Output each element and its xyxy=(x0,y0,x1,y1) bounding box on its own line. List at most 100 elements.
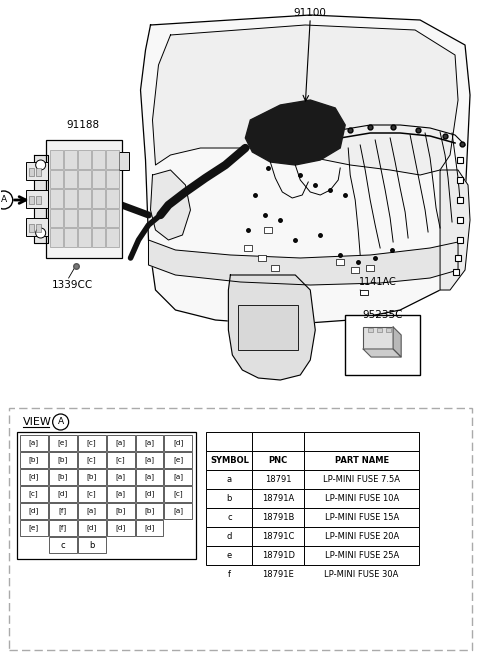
Bar xyxy=(92,228,105,247)
Text: VIEW: VIEW xyxy=(23,417,51,427)
Bar xyxy=(165,503,192,519)
Circle shape xyxy=(53,414,69,430)
Text: [a]: [a] xyxy=(144,440,155,446)
Bar xyxy=(377,328,382,332)
Bar xyxy=(48,435,77,451)
Polygon shape xyxy=(34,155,48,243)
Text: [a]: [a] xyxy=(86,508,96,514)
Bar xyxy=(92,209,105,228)
Bar xyxy=(49,189,63,208)
Bar xyxy=(135,452,164,468)
Circle shape xyxy=(0,191,12,209)
Bar xyxy=(46,140,121,258)
Bar xyxy=(78,228,91,247)
Text: 18791C: 18791C xyxy=(262,532,295,541)
Bar xyxy=(304,489,419,508)
Text: LP-MINI FUSE 25A: LP-MINI FUSE 25A xyxy=(324,551,399,560)
Text: [d]: [d] xyxy=(58,491,68,497)
Bar xyxy=(29,224,34,232)
Text: LP-MINI FUSE 15A: LP-MINI FUSE 15A xyxy=(324,513,399,522)
Text: [c]: [c] xyxy=(87,491,96,497)
Bar xyxy=(135,435,164,451)
Bar xyxy=(107,486,134,502)
Bar xyxy=(165,486,192,502)
Text: PART NAME: PART NAME xyxy=(335,456,389,465)
Bar xyxy=(48,537,77,553)
Polygon shape xyxy=(148,240,458,285)
Bar xyxy=(360,290,368,295)
Bar xyxy=(206,508,252,527)
Bar xyxy=(304,508,419,527)
Bar xyxy=(244,245,252,251)
Polygon shape xyxy=(141,15,470,325)
Bar xyxy=(9,408,472,650)
Bar xyxy=(206,432,252,451)
Bar xyxy=(78,537,106,553)
Text: [a]: [a] xyxy=(144,457,155,463)
Bar xyxy=(107,435,134,451)
Text: [d]: [d] xyxy=(29,508,39,514)
Bar xyxy=(106,150,119,169)
Bar xyxy=(304,432,419,451)
Bar xyxy=(48,503,77,519)
Polygon shape xyxy=(245,100,345,165)
Polygon shape xyxy=(153,25,458,175)
Bar xyxy=(252,527,304,546)
Bar xyxy=(304,451,419,470)
Text: PNC: PNC xyxy=(269,456,288,465)
Bar xyxy=(78,520,106,536)
Bar xyxy=(363,327,393,349)
Bar xyxy=(165,452,192,468)
Text: f: f xyxy=(228,570,231,579)
Bar xyxy=(304,546,419,565)
Text: e: e xyxy=(227,551,232,560)
Text: LP-MINI FUSE 10A: LP-MINI FUSE 10A xyxy=(324,494,399,503)
Bar xyxy=(107,520,134,536)
Text: [f]: [f] xyxy=(59,508,67,514)
Text: [b]: [b] xyxy=(29,457,39,463)
Bar xyxy=(29,168,34,176)
Text: 18791: 18791 xyxy=(265,475,291,484)
Polygon shape xyxy=(228,275,315,380)
Text: [a]: [a] xyxy=(173,474,183,480)
Text: b: b xyxy=(227,494,232,503)
Text: [b]: [b] xyxy=(115,508,126,514)
Bar xyxy=(78,209,91,228)
Text: [d]: [d] xyxy=(115,525,126,531)
Text: LP-MINI FUSE 30A: LP-MINI FUSE 30A xyxy=(324,570,399,579)
Text: LP-MINI FUSE 20A: LP-MINI FUSE 20A xyxy=(324,532,399,541)
Text: [f]: [f] xyxy=(59,525,67,531)
Bar xyxy=(106,228,119,247)
Bar xyxy=(78,469,106,485)
Text: [b]: [b] xyxy=(86,474,97,480)
Bar xyxy=(336,259,344,265)
Bar xyxy=(48,486,77,502)
Text: 95235C: 95235C xyxy=(362,310,402,320)
Text: [b]: [b] xyxy=(144,508,155,514)
Text: 91100: 91100 xyxy=(294,8,327,18)
Text: [c]: [c] xyxy=(87,457,96,463)
Bar xyxy=(20,486,48,502)
Bar xyxy=(36,168,41,176)
Bar xyxy=(20,469,48,485)
Bar xyxy=(48,452,77,468)
Bar xyxy=(206,489,252,508)
Bar xyxy=(107,469,134,485)
Text: [b]: [b] xyxy=(58,474,68,480)
Text: 18791D: 18791D xyxy=(262,551,295,560)
Bar xyxy=(20,503,48,519)
Bar xyxy=(107,503,134,519)
Text: [e]: [e] xyxy=(173,457,183,463)
Bar xyxy=(165,469,192,485)
Text: [d]: [d] xyxy=(173,440,183,446)
Text: [a]: [a] xyxy=(116,474,126,480)
Text: [c]: [c] xyxy=(174,491,183,497)
Text: 18791B: 18791B xyxy=(262,513,295,522)
Bar xyxy=(49,150,63,169)
Bar xyxy=(64,228,77,247)
Text: [a]: [a] xyxy=(144,474,155,480)
Bar xyxy=(49,228,63,247)
Bar xyxy=(264,227,272,233)
Bar xyxy=(78,486,106,502)
Bar xyxy=(64,209,77,228)
